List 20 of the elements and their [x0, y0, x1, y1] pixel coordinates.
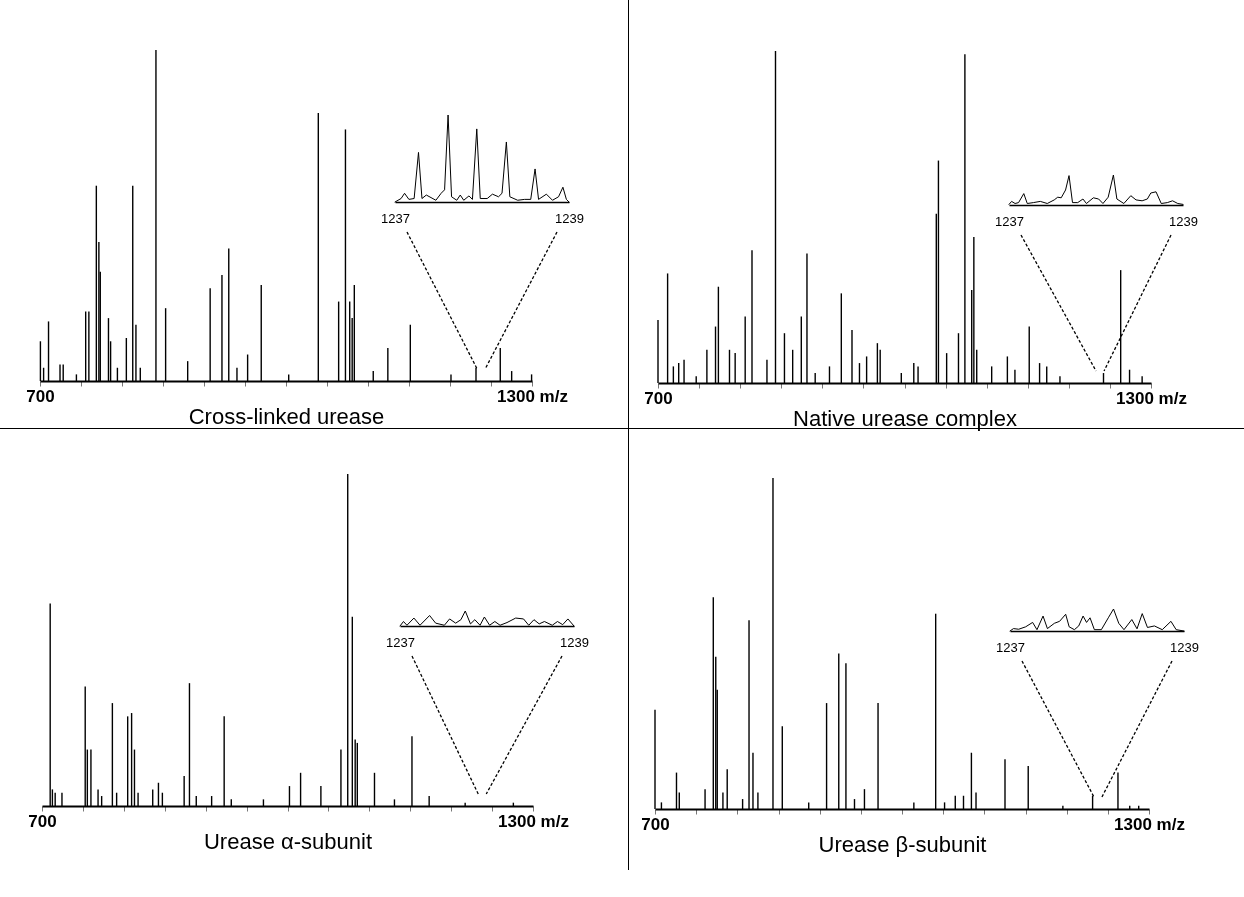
x-tick-label: 700 [644, 388, 673, 408]
x-tick-label: 1239 [560, 634, 589, 650]
x-tick-label: 1237 [386, 634, 415, 650]
x-tick-label: 1237 [996, 639, 1025, 655]
x-tick-label: 700 [26, 386, 55, 406]
x-tick-label: 700 [28, 811, 57, 831]
x-tick-label: 1300 m/z [497, 386, 568, 406]
x-tick-label: 1237 [995, 213, 1024, 229]
x-tick-label: 1239 [1169, 213, 1198, 229]
x-axis-title: Urease α-subunit [203, 828, 373, 854]
x-tick-label: 1300 m/z [498, 811, 569, 831]
x-tick-label: 1300 m/z [1116, 388, 1187, 408]
x-axis-title: Cross-linked urease [188, 403, 385, 429]
x-tick-label: 1239 [1170, 639, 1199, 655]
x-tick-label: 1237 [381, 210, 410, 226]
x-axis-title: Native urease complex [793, 405, 1017, 431]
x-axis-title: Urease β-subunit [818, 831, 987, 857]
x-tick-label: 1239 [555, 210, 584, 226]
x-tick-label: 700 [641, 814, 670, 834]
x-tick-label: 1300 m/z [1114, 814, 1185, 834]
